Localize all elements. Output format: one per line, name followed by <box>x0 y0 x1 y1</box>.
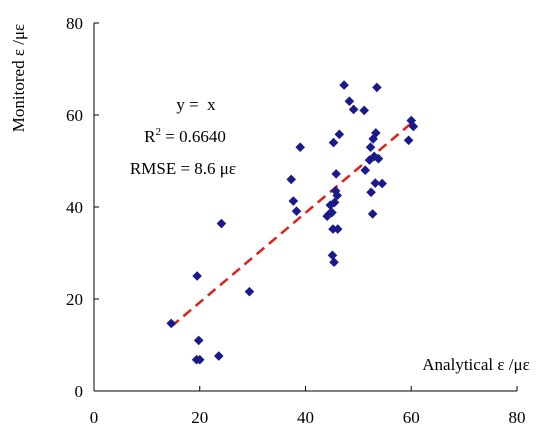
x-tick-label: 80 <box>509 408 526 427</box>
data-point <box>359 105 369 116</box>
data-point <box>332 224 343 234</box>
data-point <box>368 134 378 144</box>
data-point <box>192 271 202 281</box>
data-point <box>403 135 414 146</box>
data-point <box>360 165 371 175</box>
data-point <box>344 96 355 106</box>
y-tick-label: 60 <box>66 106 83 125</box>
y-axis-title: Monitored ε /με <box>9 24 28 132</box>
y-tick-labels: 0 20 40 60 80 <box>66 14 83 401</box>
r-squared-label: R2 = 0.6640 <box>144 126 226 146</box>
x-tick-label: 20 <box>191 408 208 427</box>
x-tick-label: 60 <box>403 408 420 427</box>
data-point <box>370 178 381 188</box>
data-point <box>364 155 375 165</box>
data-point <box>369 151 380 162</box>
data-point <box>328 137 339 148</box>
data-point <box>367 209 378 219</box>
data-point <box>372 82 382 93</box>
r2-letter: R <box>144 127 156 146</box>
data-point <box>295 142 306 152</box>
data-point <box>348 104 359 115</box>
x-axis-title: Analytical ε /με <box>422 355 529 374</box>
data-point <box>327 207 337 218</box>
equation-label: y = x <box>176 95 216 114</box>
data-point <box>166 318 176 329</box>
x-tick-label: 40 <box>297 408 314 427</box>
y-tick-label: 0 <box>75 382 84 401</box>
data-point <box>244 286 255 297</box>
x-tick-label: 0 <box>90 408 99 427</box>
axes <box>93 22 518 392</box>
data-point <box>339 80 349 90</box>
data-point <box>329 257 339 267</box>
data-point <box>213 351 224 361</box>
data-point <box>288 196 299 206</box>
data-point <box>291 206 302 216</box>
data-point <box>332 190 343 201</box>
data-point <box>216 218 227 229</box>
data-point <box>365 142 376 152</box>
rmse-label: RMSE = 8.6 με <box>130 159 236 178</box>
r2-superscript: 2 <box>156 126 162 138</box>
data-point <box>331 169 341 179</box>
data-point <box>327 250 338 261</box>
data-point <box>377 178 387 189</box>
data-point <box>286 174 297 185</box>
x-tick-labels: 0 20 40 60 80 <box>90 408 526 427</box>
data-points <box>166 80 419 365</box>
data-point <box>194 354 205 365</box>
data-point <box>193 335 204 346</box>
r2-value: = 0.6640 <box>161 127 226 146</box>
data-point <box>334 129 345 140</box>
data-point <box>329 197 340 208</box>
y-tick-label: 20 <box>66 290 83 309</box>
data-point <box>366 187 376 198</box>
data-point <box>373 153 384 164</box>
data-point <box>371 128 381 138</box>
data-point <box>330 186 341 196</box>
y-tick-label: 40 <box>66 198 83 217</box>
y-tick-label: 80 <box>66 14 83 33</box>
data-point <box>408 121 419 132</box>
